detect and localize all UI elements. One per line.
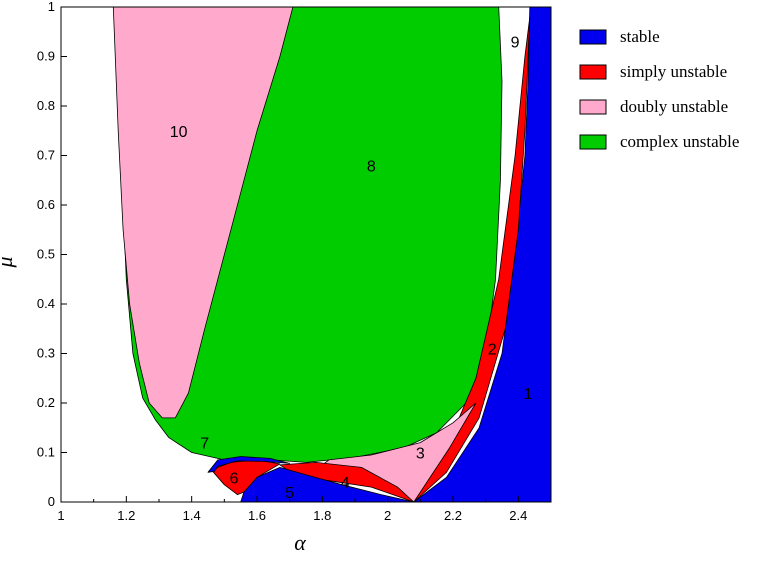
region-labels: 10 8 9 2 1 3 4 5 6 7 xyxy=(170,35,533,502)
legend-label-1: simply unstable xyxy=(620,62,727,81)
region-label-4: 4 xyxy=(341,475,350,492)
region-label-3: 3 xyxy=(416,446,425,463)
x-tick-label: 2 xyxy=(384,508,391,523)
x-tick-label: 1.6 xyxy=(248,508,266,523)
region-label-1: 1 xyxy=(524,386,533,403)
axis-ticks: 1 1.2 1.4 1.6 1.8 2 2.2 2.4 0 0.1 0.2 0.3 0.4 0.5 0.6 0… xyxy=(37,0,527,523)
legend-label-0: stable xyxy=(620,27,660,46)
x-axis-label: α xyxy=(294,530,306,555)
y-tick-label: 0.3 xyxy=(37,346,55,361)
y-tick-label: 0.9 xyxy=(37,49,55,64)
y-tick-label: 0.8 xyxy=(37,98,55,113)
x-tick-label: 2.2 xyxy=(444,508,462,523)
region-label-10: 10 xyxy=(170,124,188,141)
region-label-6: 6 xyxy=(230,470,239,487)
legend-swatch-2 xyxy=(579,99,607,115)
region-label-5: 5 xyxy=(285,485,294,502)
y-tick-label: 0.6 xyxy=(37,197,55,212)
region-label-7: 7 xyxy=(200,436,209,453)
region-simply-unstable-7 xyxy=(210,459,281,496)
y-axis-label: μ xyxy=(0,256,17,268)
x-tick-label: 1.2 xyxy=(117,508,135,523)
region-simply-unstable-3 xyxy=(413,16,531,503)
y-tick-label: 0.2 xyxy=(37,395,55,410)
legend-label-3: complex unstable xyxy=(620,132,739,151)
region-label-9: 9 xyxy=(511,35,520,52)
region-label-8: 8 xyxy=(367,158,376,175)
legend-swatch-0 xyxy=(579,29,607,45)
y-tick-label: 0.4 xyxy=(37,296,55,311)
y-tick-label: 1 xyxy=(48,0,55,14)
x-tick-label: 1.8 xyxy=(313,508,331,523)
y-tick-label: 0.5 xyxy=(37,247,55,262)
regions-layer xyxy=(112,6,552,503)
legend-label-2: doubly unstable xyxy=(620,97,728,116)
x-tick-label: 2.4 xyxy=(509,508,527,523)
legend-swatch-3 xyxy=(579,134,607,150)
y-tick-label: 0.1 xyxy=(37,445,55,460)
legend: stable simply unstable doubly unstable comp… xyxy=(579,27,739,151)
region-stable-8 xyxy=(207,456,291,473)
y-tick-label: 0.7 xyxy=(37,148,55,163)
region-label-2: 2 xyxy=(488,342,497,359)
x-tick-label: 1 xyxy=(57,508,64,523)
y-tick-label: 0 xyxy=(48,494,55,509)
x-tick-label: 1.4 xyxy=(183,508,201,523)
legend-swatch-1 xyxy=(579,64,607,80)
